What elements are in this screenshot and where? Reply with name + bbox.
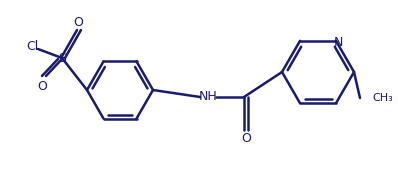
Text: O: O <box>37 81 47 94</box>
Text: O: O <box>73 15 83 29</box>
Text: NH: NH <box>199 90 217 104</box>
Text: Cl: Cl <box>26 39 38 53</box>
Text: S: S <box>58 52 66 64</box>
Text: N: N <box>333 36 343 49</box>
Text: O: O <box>241 132 251 146</box>
Text: CH₃: CH₃ <box>372 93 393 103</box>
